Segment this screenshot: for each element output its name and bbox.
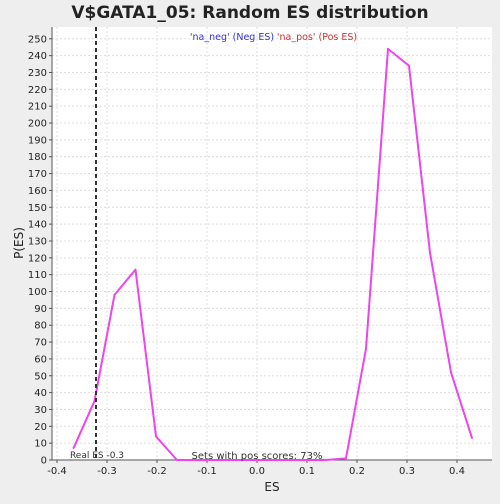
x-tick-label: 0.4	[449, 466, 465, 477]
data-point	[345, 457, 347, 460]
y-tick-label: 220	[28, 85, 47, 96]
data-point	[471, 437, 473, 439]
data-point	[450, 371, 452, 374]
ticks: 0 10 20 30 40 50 60 70 80 90 100 110 120 130 140 150 160…	[28, 34, 465, 477]
y-tick-label: 80	[34, 321, 47, 332]
y-tick-label: 120	[28, 253, 47, 264]
x-tick-label: -0.2	[147, 466, 167, 477]
legend-item-neg: 'na_neg' (Neg ES)	[190, 32, 274, 43]
data-point	[296, 459, 298, 461]
x-tick-label: -0.1	[197, 466, 217, 477]
y-tick-label: 200	[28, 119, 47, 130]
legend-item-pos: 'na_pos' (Pos ES)	[277, 32, 357, 43]
y-axis-label: P(ES)	[12, 227, 26, 259]
y-tick-label: 20	[34, 422, 47, 433]
data-point	[408, 64, 410, 67]
y-tick-label: 50	[34, 371, 47, 382]
grid	[52, 27, 492, 461]
y-tick-label: 130	[28, 236, 47, 247]
y-tick-label: 90	[34, 304, 47, 315]
y-tick-label: 190	[28, 135, 47, 146]
data-point	[236, 459, 238, 461]
x-tick-label: 0.2	[349, 466, 365, 477]
pos-score-annotation: Sets with pos scores: 73%	[192, 451, 323, 462]
data-point	[134, 268, 137, 271]
data-point	[256, 459, 258, 461]
y-tick-label: 250	[28, 34, 47, 45]
y-tick-label: 0	[41, 456, 47, 467]
y-tick-label: 30	[34, 405, 47, 416]
x-axis-label: ES	[264, 480, 279, 494]
data-point	[365, 347, 367, 350]
data-point	[155, 435, 157, 438]
data-point	[176, 459, 178, 461]
series-layer	[72, 47, 473, 461]
x-tick-label: 0.1	[299, 466, 315, 477]
y-tick-label: 170	[28, 169, 47, 180]
y-tick-label: 10	[34, 439, 47, 450]
y-tick-label: 230	[28, 68, 47, 79]
plot-area	[52, 27, 492, 460]
data-point	[216, 459, 218, 461]
x-tick-label: -0.3	[97, 466, 117, 477]
y-tick-label: 40	[34, 388, 47, 399]
y-tick-label: 240	[28, 51, 47, 62]
x-tick-label: 0.0	[249, 466, 265, 477]
y-tick-label: 70	[34, 338, 47, 349]
data-point	[429, 251, 431, 254]
y-tick-label: 180	[28, 152, 47, 163]
data-point	[276, 459, 278, 461]
y-tick-label: 140	[28, 220, 47, 231]
x-tick-label: -0.4	[47, 466, 67, 477]
real-es-label: Real ES -0.3	[70, 451, 124, 461]
data-point	[387, 48, 389, 50]
annotations: Real ES -0.3 'na_neg' (Neg ES)'na_pos' (P…	[70, 27, 357, 462]
chart-title: V$GATA1_05: Random ES distribution	[71, 3, 428, 23]
y-tick-label: 100	[28, 287, 47, 298]
x-tick-label: 0.3	[399, 466, 415, 477]
y-tick-label: 60	[34, 354, 47, 365]
y-tick-label: 150	[28, 203, 47, 214]
data-point	[93, 400, 96, 402]
data-point	[325, 459, 327, 461]
y-tick-label: 210	[28, 102, 47, 113]
data-point	[113, 293, 116, 296]
data-point	[316, 459, 318, 461]
data-point	[72, 447, 75, 450]
y-tick-label: 160	[28, 186, 47, 197]
y-tick-label: 110	[28, 270, 47, 281]
data-point	[196, 459, 198, 461]
